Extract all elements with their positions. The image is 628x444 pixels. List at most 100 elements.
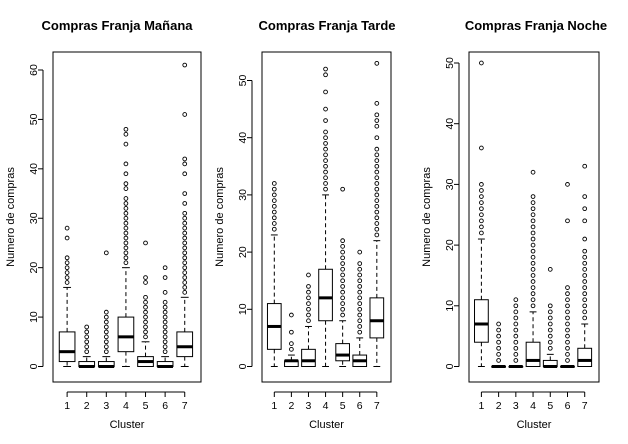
- outlier-point: [182, 240, 188, 246]
- outlier-point: [357, 284, 363, 289]
- outlier-point: [530, 291, 536, 297]
- outlier-point: [496, 327, 501, 333]
- outlier-point: [357, 261, 363, 266]
- outlier-point: [547, 315, 553, 321]
- outlier-point: [162, 329, 168, 335]
- outlier-point: [182, 280, 188, 285]
- outlier-point: [323, 152, 328, 158]
- outlier-point: [582, 309, 588, 315]
- outlier-point: [357, 289, 363, 295]
- outlier-point: [182, 250, 188, 256]
- outlier-point: [143, 319, 148, 325]
- outlier-point: [340, 244, 345, 249]
- outlier-point: [162, 334, 168, 340]
- outlier-point: [143, 299, 148, 305]
- x-tick-label: 5: [340, 400, 346, 412]
- outlier-point: [182, 62, 188, 68]
- outlier-point: [530, 212, 536, 218]
- outlier-point: [143, 329, 148, 335]
- outlier-point: [123, 255, 129, 261]
- outlier-point: [162, 349, 168, 355]
- outlier-point: [162, 304, 168, 310]
- boxplot-cluster-2: [284, 312, 299, 367]
- outlier-point: [357, 301, 363, 306]
- outlier-point: [162, 299, 168, 305]
- y-tick-label: 50: [28, 113, 40, 125]
- outlier-point: [582, 194, 588, 199]
- outlier-point: [84, 344, 90, 350]
- outlier-point: [479, 230, 484, 236]
- outlier-point: [103, 319, 109, 325]
- outlier-point: [374, 232, 380, 238]
- outlier-point: [530, 248, 536, 254]
- outlier-point: [530, 200, 536, 205]
- outlier-point: [357, 295, 363, 301]
- outlier-point: [123, 206, 129, 211]
- outlier-point: [496, 321, 501, 327]
- outlier-point: [530, 224, 536, 230]
- outlier-point: [162, 324, 168, 330]
- outlier-point: [323, 129, 328, 135]
- x-tick-label: 2: [496, 400, 502, 412]
- outlier-point: [374, 181, 380, 186]
- outlier-point: [357, 324, 363, 329]
- outlier-point: [103, 334, 109, 340]
- boxplot-cluster-7: [176, 62, 194, 367]
- outlier-point: [374, 146, 380, 152]
- y-tick-label: 40: [28, 163, 40, 175]
- outlier-point: [479, 212, 484, 218]
- x-tick-label: 1: [478, 400, 484, 412]
- outlier-point: [513, 327, 519, 333]
- outlier-point: [323, 141, 328, 146]
- outlier-point: [84, 329, 90, 335]
- outlier-point: [271, 215, 277, 221]
- outlier-point: [530, 230, 536, 236]
- outlier-point: [547, 267, 553, 272]
- outlier-point: [565, 321, 570, 327]
- outlier-point: [479, 188, 484, 193]
- outlier-point: [123, 260, 129, 266]
- outlier-point: [64, 260, 70, 266]
- outlier-point: [306, 318, 311, 324]
- iqr-box: [474, 299, 489, 343]
- x-tick-label: 1: [271, 400, 277, 412]
- outlier-point: [323, 169, 328, 175]
- outlier-point: [64, 275, 70, 280]
- x-tick-label: 6: [162, 400, 168, 412]
- outlier-point: [289, 346, 294, 352]
- outlier-point: [530, 303, 536, 309]
- outlier-point: [323, 106, 328, 112]
- outlier-point: [565, 285, 570, 290]
- outlier-point: [84, 349, 90, 355]
- outlier-point: [357, 266, 363, 272]
- outlier-point: [513, 315, 519, 321]
- outlier-point: [530, 169, 536, 175]
- outlier-point: [182, 215, 188, 221]
- outlier-point: [530, 273, 536, 278]
- y-tick-label: 50: [237, 75, 249, 87]
- outlier-point: [182, 230, 188, 236]
- outlier-point: [582, 218, 588, 224]
- outlier-point: [479, 182, 484, 187]
- outlier-point: [182, 245, 188, 251]
- outlier-point: [374, 215, 380, 221]
- outlier-point: [271, 192, 277, 198]
- plot-frame: [261, 51, 392, 383]
- y-tick-label: 0: [237, 363, 249, 369]
- outlier-point: [547, 321, 553, 327]
- x-tick-label: 3: [306, 400, 312, 412]
- iqr-box: [369, 297, 385, 339]
- outlier-point: [565, 218, 570, 224]
- outlier-point: [479, 206, 484, 212]
- x-tick-label: 3: [103, 400, 109, 412]
- outlier-point: [306, 306, 311, 312]
- outlier-point: [289, 329, 294, 335]
- y-tick-label: 20: [28, 262, 40, 274]
- outlier-point: [357, 318, 363, 324]
- outlier-point: [340, 306, 345, 312]
- x-tick-label: 2: [288, 400, 294, 412]
- boxplot-cluster-2: [491, 321, 507, 368]
- x-axis-label: Cluster: [517, 419, 552, 431]
- y-tick-label: 50: [444, 57, 456, 69]
- boxplot-cluster-1: [58, 225, 76, 367]
